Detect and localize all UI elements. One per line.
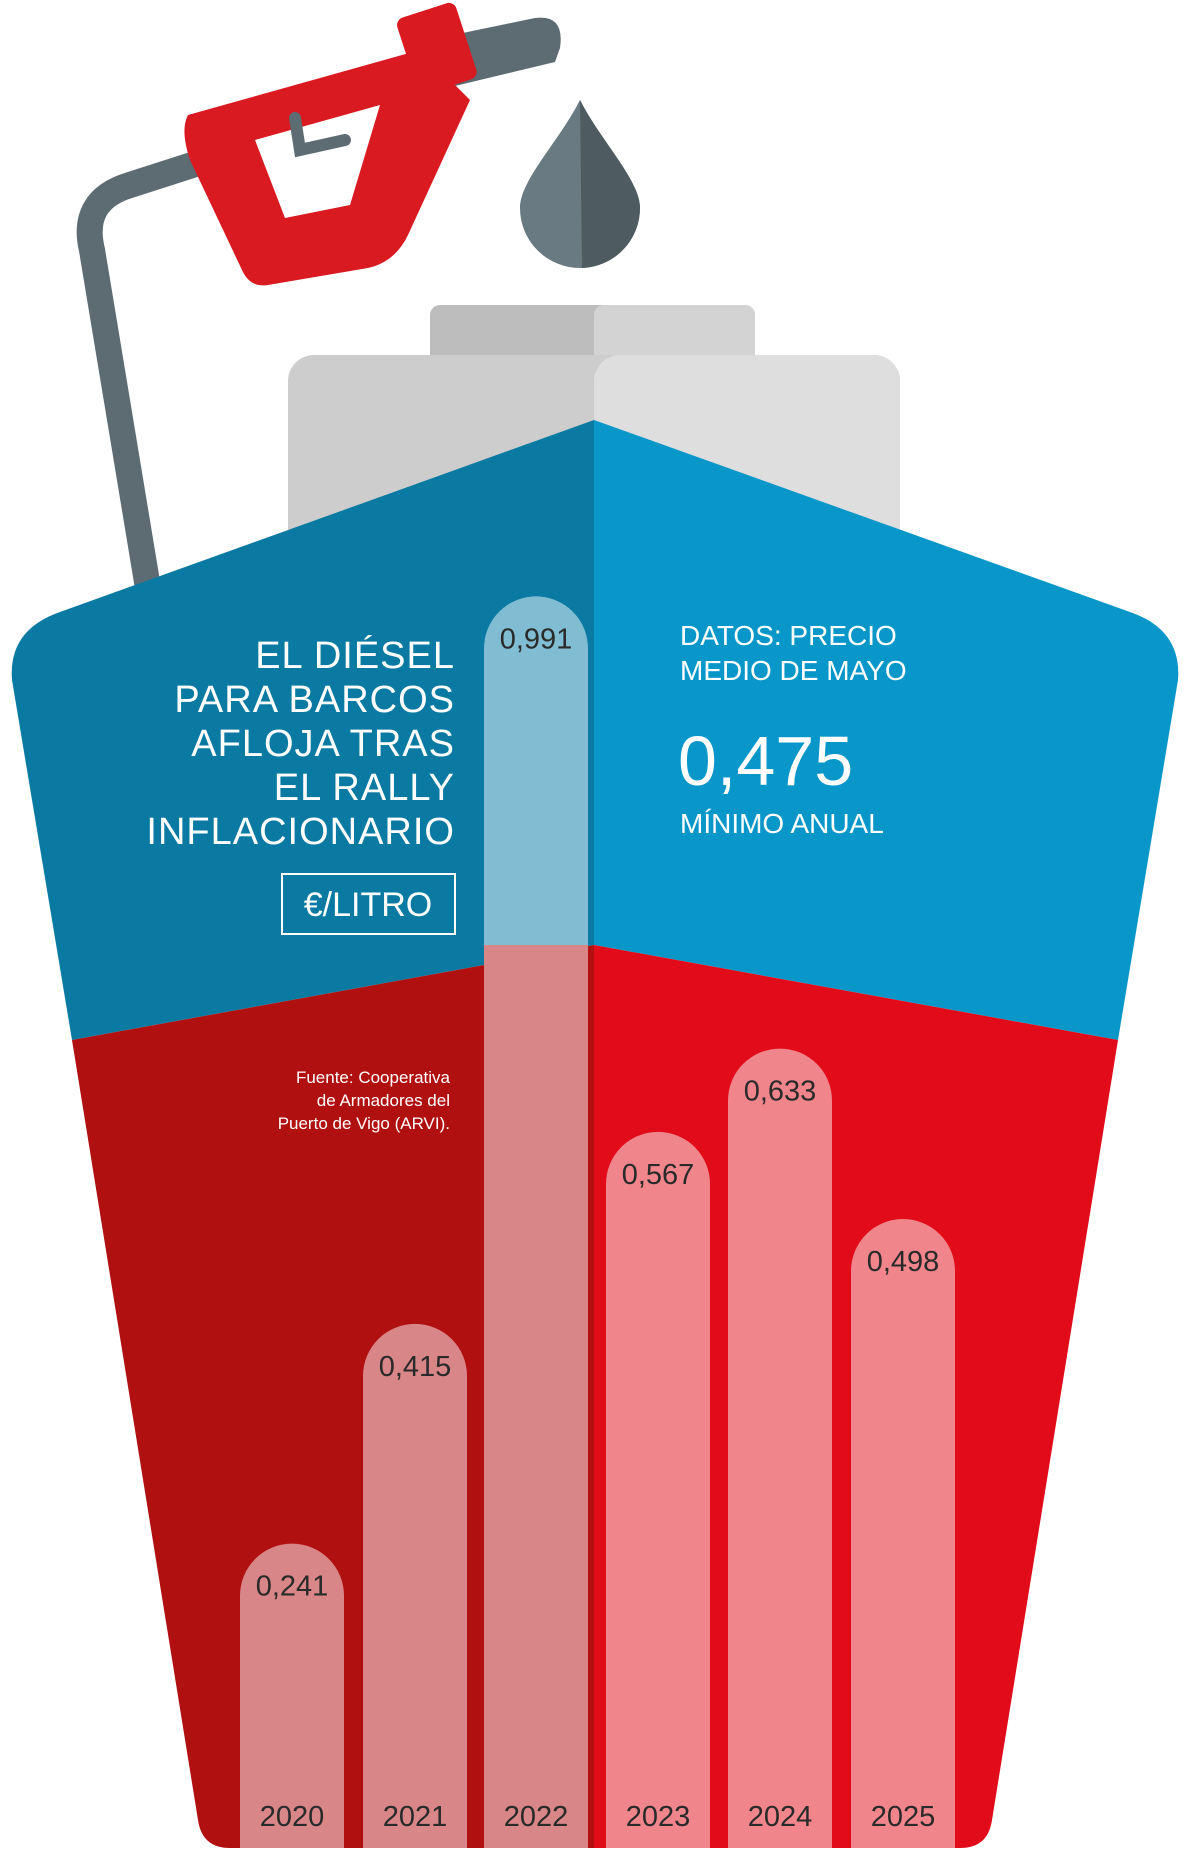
title-line: EL RALLY — [274, 767, 455, 809]
title-line: PARA BARCOS — [174, 679, 455, 721]
info-label-line: DATOS: PRECIO — [680, 620, 897, 651]
title-line: EL DIÉSEL — [255, 634, 455, 677]
value-label-2020: 0,241 — [256, 1571, 329, 1603]
year-label-2022: 2022 — [504, 1801, 569, 1833]
info-label-line: MEDIO DE MAYO — [680, 655, 907, 686]
title-line: AFLOJA TRAS — [191, 723, 455, 765]
source-line: de Armadores del — [317, 1091, 450, 1110]
bar-2025 — [851, 1219, 955, 1848]
fuel-nozzle-icon — [184, 2, 561, 286]
year-label-2024: 2024 — [748, 1801, 813, 1833]
unit-badge: €/LITRO — [281, 873, 456, 935]
value-label-2025: 0,498 — [867, 1246, 940, 1278]
source-line: Puerto de Vigo (ARVI). — [278, 1114, 450, 1133]
value-label-2023: 0,567 — [622, 1159, 695, 1191]
year-label-2023: 2023 — [626, 1801, 691, 1833]
value-label-2021: 0,415 — [379, 1351, 452, 1383]
info-block: DATOS: PRECIO MEDIO DE MAYO 0,475 MÍNIMO… — [678, 620, 907, 839]
bar-2024 — [728, 1048, 832, 1848]
info-caption: MÍNIMO ANUAL — [680, 808, 884, 839]
source-note: Fuente: Cooperativa de Armadores del Pue… — [278, 1068, 451, 1133]
bar-2020 — [240, 1543, 344, 1848]
year-label-2021: 2021 — [383, 1801, 448, 1833]
info-value: 0,475 — [678, 722, 853, 800]
chart-title: EL DIÉSEL PARA BARCOS AFLOJA TRAS EL RAL… — [146, 634, 455, 853]
fuel-hose — [76, 127, 283, 613]
value-label-2024: 0,633 — [744, 1076, 817, 1108]
bar-2023 — [606, 1131, 710, 1848]
bar-2022 — [484, 945, 588, 1848]
ship-hull — [11, 420, 1179, 1848]
unit-label: €/LITRO — [304, 886, 432, 924]
fuel-drop-icon — [520, 100, 640, 268]
value-label-2022: 0,991 — [500, 623, 573, 655]
title-line: INFLACIONARIO — [146, 811, 455, 853]
bar-2022-upper — [484, 596, 588, 945]
bar-2021 — [363, 1323, 467, 1848]
source-line: Fuente: Cooperativa — [296, 1068, 451, 1087]
year-label-2020: 2020 — [260, 1801, 325, 1833]
bar-chart: 0,241 2020 0,415 2021 0,991 2022 0,567 2023 0,63… — [240, 596, 955, 1848]
year-label-2025: 2025 — [871, 1801, 936, 1833]
unit-badge-frame — [281, 873, 456, 935]
